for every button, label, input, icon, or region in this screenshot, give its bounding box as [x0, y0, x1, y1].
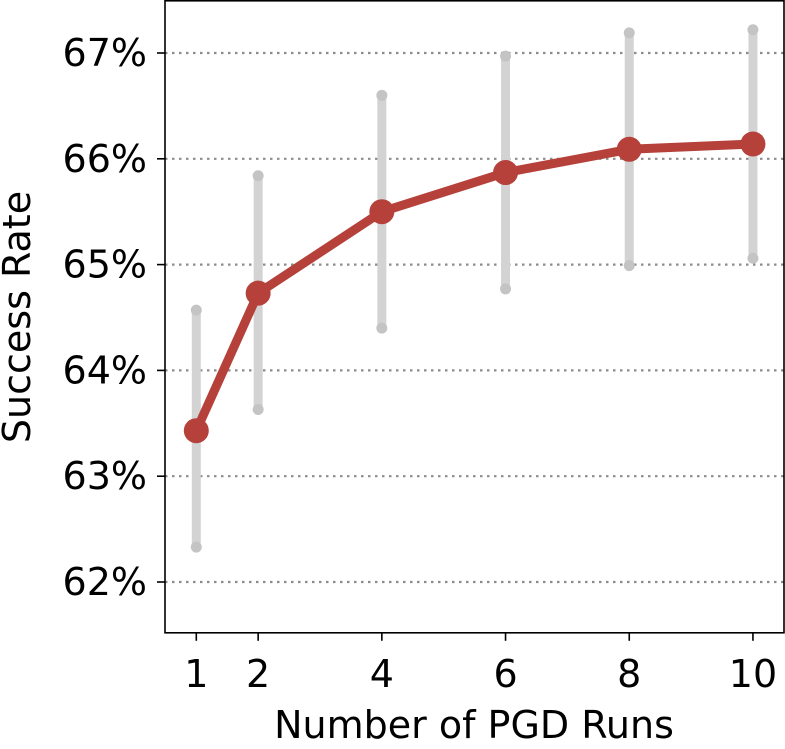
error-bar-cap-bottom: [252, 404, 264, 416]
x-tick-label: 2: [246, 652, 270, 696]
x-tick-label: 1: [184, 652, 208, 696]
data-point: [616, 136, 642, 162]
error-bar-cap-top: [500, 50, 512, 62]
error-bar-cap-top: [252, 170, 264, 182]
plot-frame: [164, 0, 785, 634]
y-tick-label: 62%: [63, 560, 147, 604]
y-tick-label: 64%: [63, 348, 147, 392]
error-bars: [190, 24, 759, 553]
series-line: [191, 139, 758, 436]
data-point: [493, 160, 519, 186]
data-point: [245, 280, 271, 306]
y-tick-label: 63%: [63, 454, 147, 498]
y-tick-label: 65%: [63, 243, 147, 287]
y-axis-title: Success Rate: [0, 191, 39, 443]
error-bar-cap-bottom: [376, 322, 388, 334]
error-bar-cap-bottom: [747, 252, 759, 264]
x-tick-label: 6: [493, 652, 517, 696]
data-points: [183, 131, 766, 444]
x-tick-label: 8: [617, 652, 641, 696]
x-tick-label: 4: [370, 652, 394, 696]
y-tick-label: 66%: [63, 137, 147, 181]
y-tick-label: 67%: [63, 31, 147, 75]
series-line-layer: [191, 139, 758, 436]
error-bar-cap-top: [623, 27, 635, 39]
y-axis-ticks: 62% 63% 64% 65% 66% 67%: [63, 31, 165, 604]
error-bar-cap-bottom: [190, 541, 202, 553]
x-tick-label: 10: [729, 652, 777, 696]
data-point: [369, 199, 395, 225]
data-point: [740, 131, 766, 157]
error-bar-cap-bottom: [500, 283, 512, 295]
error-bar-cap-top: [747, 24, 759, 36]
error-bar-cap-top: [376, 89, 388, 101]
error-bar-cap-top: [190, 304, 202, 316]
x-axis-ticks: 1 2 4 6 8 10: [184, 632, 777, 696]
grid-lines: [165, 51, 784, 584]
x-axis-title: Number of PGD Runs: [274, 703, 674, 747]
error-bar-cap-bottom: [623, 260, 635, 272]
data-point: [183, 418, 209, 444]
